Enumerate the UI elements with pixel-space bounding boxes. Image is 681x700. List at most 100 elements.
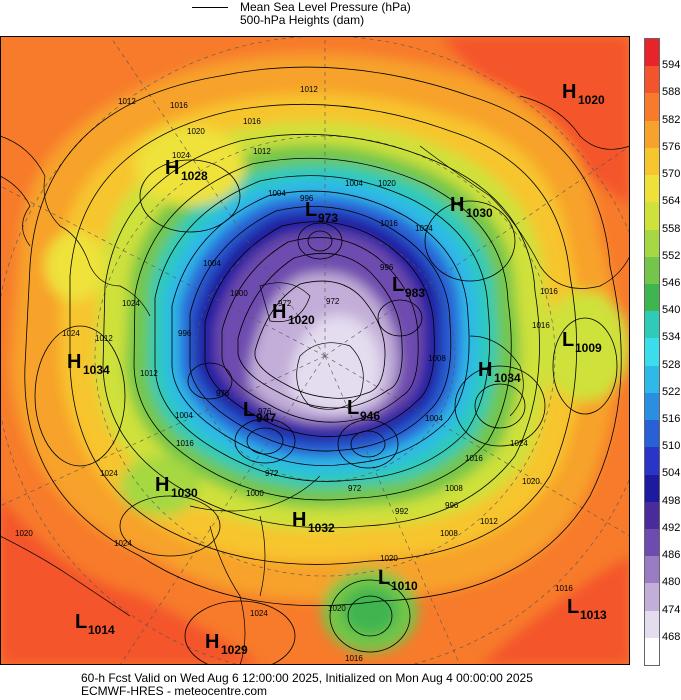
legend-heights-label: 500-hPa Heights (dam) [240,13,365,27]
isobar-label: 1024 [415,224,433,233]
pressure-center-value: 1010 [391,579,418,593]
isobar-label: 1012 [95,334,113,343]
low-pressure-center: L [75,611,87,633]
source-credit: ECMWF-HRES - meteocentre.com [81,684,268,698]
isobar-label: 1004 [268,189,286,198]
colorbar-segment [645,66,659,94]
colorbar-label: 588 [662,86,681,99]
colorbar-segment [645,420,659,448]
isobar-label: 1024 [62,329,80,338]
pressure-center-value: 946 [360,409,380,423]
colorbar-label: 468 [662,630,681,643]
pressure-center-value: 1028 [181,169,208,183]
isobar-label: 996 [300,194,314,203]
colorbar-segment [645,392,659,421]
colorbar-label: 534 [662,331,681,344]
pressure-center-value: 947 [256,411,276,425]
forecast-valid-text: 60-h Fcst Valid on Wed Aug 6 12:00:00 20… [81,671,533,685]
colorbar-label: 576 [662,140,681,153]
pressure-center-value: 1030 [466,206,493,220]
isobar-label: 1020 [378,179,396,188]
low-pressure-center: L [562,329,574,351]
pressure-center-value: 1013 [580,608,607,622]
isobar-label: 1016 [345,654,363,663]
colorbar-label: 558 [662,222,681,235]
low-pressure-center: L [305,199,317,221]
colorbar-segment [645,120,659,148]
high-pressure-center: H [155,474,169,496]
pressure-center-value: 1030 [171,486,198,500]
legend-mslp-label: Mean Sea Level Pressure (hPa) [240,0,411,14]
isobar-label: 996 [445,501,459,510]
isobar-label: 1016 [540,287,558,296]
isobar-label: 972 [265,469,279,478]
low-pressure-center: L [567,596,579,618]
pressure-center-value: 973 [318,211,338,225]
low-pressure-center: L [378,567,390,589]
isobar-label: 996 [380,263,394,272]
pressure-center-value: 1020 [578,93,605,107]
isobar-label: 1016 [555,584,573,593]
pressure-center-value: 1034 [83,363,110,377]
isobar-label: 972 [326,297,340,306]
isobar-label: 1020 [15,529,33,538]
isobar-label: 1024 [172,151,190,160]
isobar-labels: 1012 1016 1020 1024 1012 1016 1012 1004 … [15,85,573,663]
pressure-center-value: 983 [405,286,425,300]
colorbar-segment [645,311,659,339]
high-pressure-center: H [272,301,286,323]
isobar-label: 1020 [380,554,398,563]
pressure-center-value: 1034 [494,371,521,385]
isobar-label: 1016 [176,439,194,448]
colorbar-segment [645,202,659,230]
high-pressure-center: H [478,359,492,381]
colorbar-label: 516 [662,413,681,426]
colorbar-label: 582 [662,113,681,126]
high-pressure-center: H [67,351,81,373]
colorbar-segment [645,365,659,393]
isobar-label: 1004 [203,259,221,268]
colorbar-label: 546 [662,276,681,289]
high-pressure-center: H [165,157,179,179]
colorbar-label: 570 [662,168,681,181]
colorbar-label: 498 [662,494,681,507]
colorbar-label: 486 [662,549,681,562]
pressure-center-value: 1009 [575,341,602,355]
isobar-label: 1016 [380,219,398,228]
isobar-label: 996 [178,329,192,338]
colorbar [644,38,660,666]
coastlines [0,95,630,665]
colorbar-segment [645,256,659,284]
isobar-label: 1024 [510,439,528,448]
colorbar-segment [645,338,659,366]
pressure-center-value: 1032 [308,521,335,535]
colorbar-segment [645,637,659,666]
colorbar-segment [645,447,659,475]
colorbar-label: 480 [662,576,681,589]
colorbar-segment [645,229,659,257]
colorbar-label: 528 [662,358,681,371]
low-pressure-center: L [347,397,359,419]
isobar-label: 1008 [440,529,458,538]
isobar-label: 1004 [345,179,363,188]
isobar-label: 1000 [246,489,264,498]
colorbar-labels: 594 588 582 576 570 564 558 552 546 540 534 528 522 5… [662,38,681,664]
colorbar-segment [645,556,659,584]
isobar-label: 1024 [122,299,140,308]
isobar-label: 1016 [532,321,550,330]
colorbar-label: 504 [662,467,681,480]
high-pressure-center: H [450,194,464,216]
colorbar-label: 510 [662,440,681,453]
colorbar-segment [645,610,659,638]
colorbar-segment [645,474,659,502]
colorbar-label: 492 [662,521,681,534]
isobar-label: 1012 [300,85,318,94]
isobar-label: 1012 [118,97,136,106]
colorbar-label: 552 [662,249,681,262]
isobar-label: 1004 [175,411,193,420]
high-pressure-center: H [205,631,219,653]
colorbar-segment [645,583,659,611]
isobar-label: 1024 [100,469,118,478]
colorbar-label: 522 [662,385,681,398]
